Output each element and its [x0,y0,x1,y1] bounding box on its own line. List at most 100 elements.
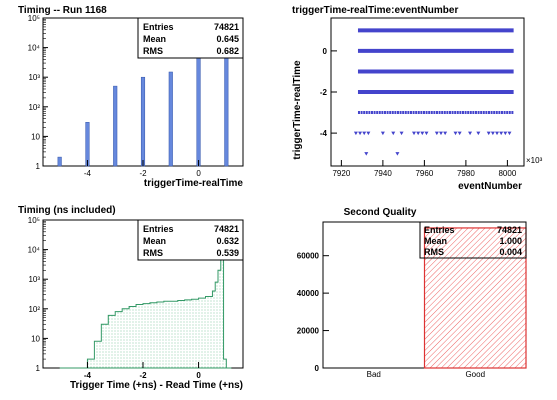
panel4-x-tick-label: Good [465,370,485,379]
panel2-point [490,131,495,136]
panel3-y-tick-label: 1 [36,364,41,373]
panel2-y-tick-label: -2 [320,88,328,97]
panel3-x-tick-label: -4 [84,371,92,380]
panel4-stat-mean-label: Mean [424,236,447,246]
panel4-stat-mean-value: 1.000 [499,236,522,246]
panel3-stat-mean-label: Mean [143,236,166,246]
panel1-y-tick-label: 10 [31,132,40,141]
panel1-stat-rms-label: RMS [143,46,163,56]
panel1-x-tick-label: -2 [139,169,147,178]
panel3-stat-mean-value: 0.632 [216,236,239,246]
panel4-y-tick-label: 20000 [297,327,320,336]
panel1-bar [196,42,201,167]
panel2-x-tick-label: 7960 [415,169,433,178]
panel2-x-tick-label: 7920 [332,169,350,178]
panel4-stat-entries-value: 74821 [497,225,522,235]
panel3-stat-rms-value: 0.539 [216,248,239,258]
panel1-stat-entries-label: Entries [143,22,174,32]
panel1-bar [85,122,90,167]
panel2-y-ticks: -4 -2 0 [320,47,337,138]
panel-trigger-vs-event: triggerTime-realTime:eventNumber -4 -2 0 7… [292,5,543,192]
panel2-point [395,152,400,156]
panel4-y-tick-label: 0 [315,364,320,373]
panel1-title: Timing -- Run 1168 [18,5,107,16]
panel2-point [362,131,367,136]
panel3-y-tick-label: 10² [28,305,40,314]
panel2-y-tick-label: 0 [323,47,328,56]
panel2-y-label: triggerTime-realTime [292,60,303,160]
panel3-x-ticks: -4 -2 0 [84,362,201,380]
panel2-x-tick-label: 7940 [374,169,392,178]
panel4-x-tick-label: Bad [367,370,381,379]
panel2-point [438,131,443,136]
panel3-y-tick-label: 10⁴ [28,246,41,255]
panel2-x-label: eventNumber [458,181,522,192]
panel4-stat-entries-label: Entries [424,225,455,235]
panel3-area [59,251,232,369]
panel2-point [353,131,358,136]
panel2-points [353,28,514,156]
panel2-point [507,131,512,136]
panel2-point [364,152,369,156]
panel1-y-ticks: 1 10 10² 10³ 10⁴ 10⁵ [28,14,48,171]
panel4-x-ticks: Bad Good [367,370,485,379]
panel3-stat-entries-label: Entries [143,224,174,234]
panel2-point [424,131,429,136]
panel1-bar [140,76,146,167]
panel4-title: Second Quality [344,207,417,218]
panel2-point [416,131,421,136]
panel2-point [476,131,481,136]
panel2-x-ticks: 7920 7940 7960 7980 8000 [332,160,517,178]
panel3-y-tick-label: 10⁵ [28,216,40,225]
panel2-point [391,131,396,136]
panel4-y-tick-label: 40000 [297,289,320,298]
panel2-point [358,131,363,136]
panel3-title: Timing (ns included) [18,205,116,216]
panel1-y-tick-label: 1 [36,162,41,171]
panel4-bars [423,227,527,369]
panel2-x-tick-label: 7980 [457,169,475,178]
panel2-point [399,131,404,136]
panel1-x-label: triggerTime-realTime [144,178,244,189]
panel1-stats-box: Entries 74821 Mean 0.645 RMS 0.682 [137,17,244,59]
panel1-bar [57,156,62,167]
panel2-point [495,131,500,136]
panel2-point [380,131,385,136]
panel4-y-tick-label: 60000 [297,252,320,261]
panel4-stats-box: Entries 74821 Mean 1.000 RMS 0.004 [419,221,527,259]
panel4-stat-rms-label: RMS [424,247,444,257]
panel1-bar [113,85,118,167]
panel3-y-ticks: 1 10 10² 10³ 10⁴ 10⁵ [28,216,48,373]
panel1-x-ticks: -4 -2 0 [84,160,201,178]
panel-timing-run: Timing -- Run 1168 1 10 10² 10³ 10⁴ 10⁵ -4 -2 0… [18,5,244,189]
panel2-point [457,131,462,136]
panel1-x-tick-label: 0 [196,169,201,178]
panel3-x-tick-label: 0 [196,371,201,380]
panel3-x-label: Trigger Time (+ns) - Read Time (+ns) [70,380,243,391]
panel2-x-tick-label: 8000 [498,169,516,178]
panel1-stat-rms-value: 0.682 [216,46,239,56]
panel2-point [366,131,371,136]
panel1-stat-mean-label: Mean [143,34,166,44]
panel3-stat-rms-label: RMS [143,248,163,258]
panel2-point [420,131,425,136]
panel3-x-tick-label: -2 [139,371,147,380]
panel2-x-multiplier: ×10³ [526,156,543,165]
panel2-point [468,131,473,136]
panel4-bar [423,227,527,369]
panel2-point [486,131,491,136]
panel1-stat-entries-value: 74821 [214,22,239,32]
panel2-title: triggerTime-realTime:eventNumber [292,5,458,16]
panel2-y-tick-label: -4 [320,129,328,138]
panel1-bar [168,71,173,167]
panel2-point [499,131,504,136]
panel2-point [453,131,458,136]
panel3-stats-box: Entries 74821 Mean 0.632 RMS 0.539 [137,219,244,261]
panel2-point [434,131,439,136]
panel1-y-tick-label: 10² [28,103,40,112]
panel1-y-tick-label: 10⁵ [28,14,40,23]
panel4-y-ticks: 0 20000 40000 60000 [297,252,329,373]
